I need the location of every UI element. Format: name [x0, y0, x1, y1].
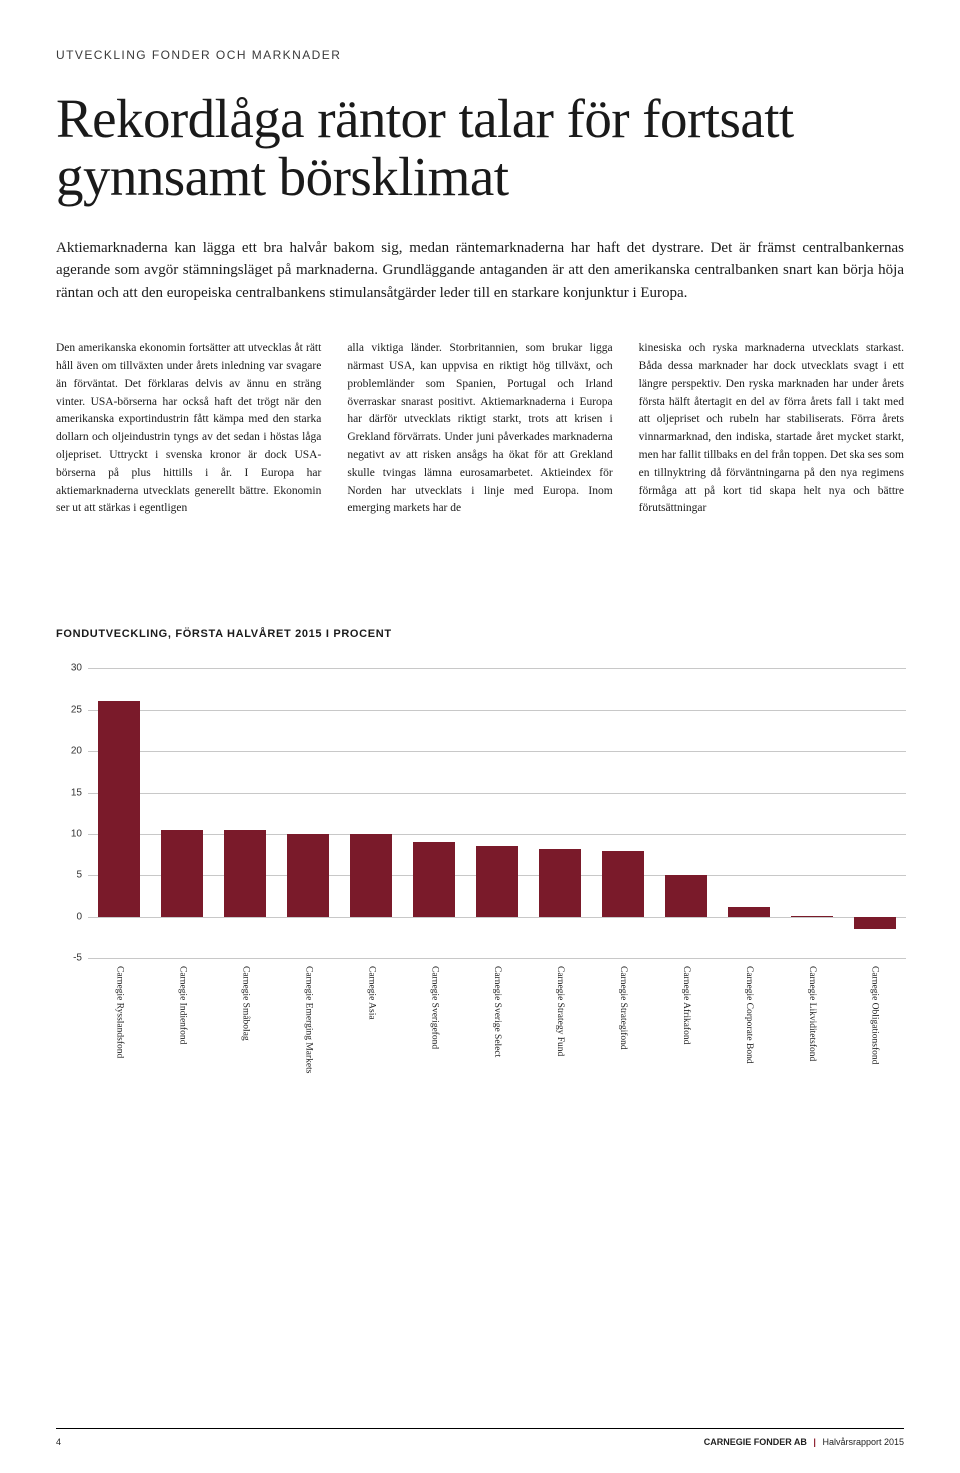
- chart-x-label-slot: Carnegie Sverige Select: [466, 966, 529, 1073]
- chart-y-tick-label: 30: [56, 663, 82, 674]
- chart-bar-slot: [843, 668, 906, 958]
- chart-bar-slot: [214, 668, 277, 958]
- footer-report-name: Halvårsrapport 2015: [822, 1437, 904, 1447]
- chart-bar: [413, 842, 455, 917]
- chart-y-tick-label: 10: [56, 828, 82, 839]
- chart-gridline: [88, 958, 906, 959]
- body-column-2: alla viktiga länder. Storbritannien, som…: [347, 340, 612, 518]
- chart-x-tick-label: Carnegie Strategy Fund: [555, 966, 565, 1073]
- chart-x-tick-label: Carnegie Corporate Bond: [743, 966, 753, 1073]
- chart-bar-slot: [151, 668, 214, 958]
- footer-page-number: 4: [56, 1437, 61, 1447]
- body-column-3: kinesiska och ryska marknaderna utveckla…: [639, 340, 904, 518]
- page-footer: 4 CARNEGIE FONDER AB | Halvårsrapport 20…: [56, 1428, 904, 1447]
- article-lede: Aktiemarknaderna kan lägga ett bra halvå…: [56, 237, 904, 305]
- chart-y-tick-label: 15: [56, 787, 82, 798]
- footer-brand: CARNEGIE FONDER AB: [704, 1437, 807, 1447]
- article-headline: Rekordlåga räntor talar för fortsatt gyn…: [56, 90, 904, 207]
- body-column-1: Den amerikanska ekonomin fortsätter att …: [56, 340, 321, 518]
- chart-bar: [287, 834, 329, 917]
- chart-bar-slot: [528, 668, 591, 958]
- chart-x-label-slot: Carnegie Emerging Markets: [277, 966, 340, 1073]
- chart-x-tick-label: Carnegie Strategifond: [618, 966, 628, 1073]
- chart-x-label-slot: Carnegie Indienfond: [151, 966, 214, 1073]
- chart-x-tick-label: Carnegie Småbolag: [240, 966, 250, 1073]
- chart-x-label-slot: Carnegie Sverigefond: [403, 966, 466, 1073]
- chart-bar: [539, 849, 581, 917]
- chart-x-label-slot: Carnegie Asia: [340, 966, 403, 1073]
- chart-y-tick-label: -5: [56, 953, 82, 964]
- chart-x-label-slot: Carnegie Strategifond: [591, 966, 654, 1073]
- chart-x-tick-label: Carnegie Asia: [366, 966, 376, 1073]
- chart-x-label-slot: Carnegie Rysslandsfond: [88, 966, 151, 1073]
- chart-bar: [791, 916, 833, 917]
- chart-x-tick-label: Carnegie Rysslandsfond: [114, 966, 124, 1073]
- chart-x-labels: Carnegie Rysslandsfond Carnegie Indienfon…: [88, 966, 906, 1073]
- chart-bar-slot: [717, 668, 780, 958]
- chart-x-label-slot: Carnegie Afrikafond: [654, 966, 717, 1073]
- chart-title: FONDUTVECKLING, FÖRSTA HALVÅRET 2015 I P…: [56, 628, 904, 640]
- article-body: Den amerikanska ekonomin fortsätter att …: [56, 340, 904, 518]
- chart-bar-slot: [403, 668, 466, 958]
- chart-x-tick-label: Carnegie Afrikafond: [681, 966, 691, 1073]
- chart-x-tick-label: Carnegie Sverigefond: [429, 966, 439, 1073]
- chart-x-label-slot: Carnegie Småbolag: [214, 966, 277, 1073]
- chart-bars: [88, 668, 906, 958]
- chart-bar-slot: [780, 668, 843, 958]
- chart-x-tick-label: Carnegie Emerging Markets: [303, 966, 313, 1073]
- chart-x-label-slot: Carnegie Likviditetsfond: [780, 966, 843, 1073]
- chart-bar: [98, 701, 140, 916]
- chart-y-tick-label: 0: [56, 911, 82, 922]
- chart-bar-slot: [88, 668, 151, 958]
- chart-bar: [161, 830, 203, 917]
- bar-chart: -5051015202530 Carnegie RysslandsfondCar…: [56, 668, 906, 1073]
- chart-y-tick-label: 5: [56, 870, 82, 881]
- chart-bar: [602, 851, 644, 917]
- chart-bar-slot: [340, 668, 403, 958]
- chart-x-label-slot: Carnegie Obligationsfond: [843, 966, 906, 1073]
- chart-plot-area: -5051015202530: [88, 668, 906, 958]
- chart-x-tick-label: Carnegie Sverige Select: [492, 966, 502, 1073]
- chart-bar: [224, 830, 266, 917]
- chart-x-label-slot: Carnegie Corporate Bond: [717, 966, 780, 1073]
- chart-bar: [728, 907, 770, 917]
- chart-bar-slot: [654, 668, 717, 958]
- chart-bar-slot: [591, 668, 654, 958]
- chart-bar: [854, 917, 896, 929]
- chart-bar: [476, 846, 518, 916]
- chart-y-tick-label: 25: [56, 704, 82, 715]
- chart-bar-slot: [277, 668, 340, 958]
- chart-bar: [350, 834, 392, 917]
- footer-report-info: CARNEGIE FONDER AB | Halvårsrapport 2015: [704, 1437, 904, 1447]
- chart-x-tick-label: Carnegie Obligationsfond: [869, 966, 879, 1073]
- section-kicker: UTVECKLING FONDER OCH MARKNADER: [56, 48, 904, 62]
- chart-y-tick-label: 20: [56, 746, 82, 757]
- footer-separator-icon: |: [813, 1437, 816, 1447]
- chart-bar-slot: [466, 668, 529, 958]
- chart-x-tick-label: Carnegie Indienfond: [177, 966, 187, 1073]
- chart-x-label-slot: Carnegie Strategy Fund: [528, 966, 591, 1073]
- chart-bar: [665, 875, 707, 916]
- chart-x-tick-label: Carnegie Likviditetsfond: [806, 966, 816, 1073]
